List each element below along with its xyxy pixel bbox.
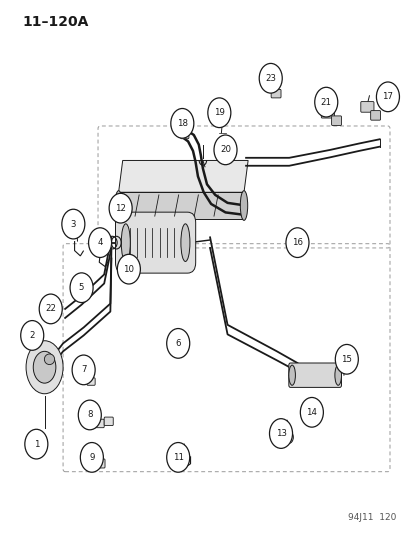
Text: 94J11  120: 94J11 120: [347, 513, 395, 522]
Circle shape: [80, 442, 103, 472]
Circle shape: [109, 193, 132, 223]
Ellipse shape: [334, 365, 341, 385]
Circle shape: [21, 320, 44, 350]
Text: 12: 12: [115, 204, 126, 213]
Text: 22: 22: [45, 304, 56, 313]
Text: 4: 4: [97, 238, 102, 247]
Text: 21: 21: [320, 98, 331, 107]
Circle shape: [72, 355, 95, 385]
FancyBboxPatch shape: [180, 131, 188, 139]
Ellipse shape: [180, 224, 190, 262]
FancyBboxPatch shape: [94, 419, 104, 427]
Circle shape: [88, 228, 112, 257]
Text: 3: 3: [71, 220, 76, 229]
Circle shape: [171, 109, 193, 138]
Circle shape: [70, 273, 93, 303]
Ellipse shape: [82, 284, 91, 292]
Circle shape: [299, 398, 323, 427]
Text: 6: 6: [175, 339, 180, 348]
Circle shape: [166, 442, 189, 472]
Circle shape: [207, 98, 230, 127]
Ellipse shape: [115, 191, 122, 220]
Text: 16: 16: [291, 238, 302, 247]
Circle shape: [39, 294, 62, 324]
FancyBboxPatch shape: [360, 102, 373, 112]
Polygon shape: [118, 192, 243, 219]
Circle shape: [214, 135, 237, 165]
FancyBboxPatch shape: [94, 459, 105, 468]
Text: 9: 9: [89, 453, 94, 462]
Ellipse shape: [288, 365, 295, 385]
FancyBboxPatch shape: [104, 417, 113, 425]
Circle shape: [335, 344, 358, 374]
Text: 19: 19: [214, 108, 224, 117]
Text: 11: 11: [172, 453, 183, 462]
Circle shape: [166, 328, 189, 358]
Text: 15: 15: [340, 355, 351, 364]
Text: 10: 10: [123, 265, 134, 273]
Ellipse shape: [26, 341, 63, 394]
Text: 13: 13: [275, 429, 286, 438]
Circle shape: [259, 63, 282, 93]
Ellipse shape: [44, 354, 55, 365]
Circle shape: [375, 82, 399, 112]
Text: 23: 23: [265, 74, 275, 83]
Text: 11–120A: 11–120A: [22, 14, 88, 29]
FancyBboxPatch shape: [288, 363, 341, 387]
Text: 17: 17: [382, 92, 392, 101]
Ellipse shape: [340, 351, 348, 362]
Text: 20: 20: [219, 146, 230, 155]
Ellipse shape: [121, 224, 130, 262]
FancyBboxPatch shape: [370, 111, 380, 120]
Text: 8: 8: [87, 410, 93, 419]
Ellipse shape: [240, 191, 247, 220]
Circle shape: [314, 87, 337, 117]
Text: 5: 5: [78, 283, 84, 292]
Text: 7: 7: [81, 366, 86, 374]
Circle shape: [269, 419, 292, 448]
FancyBboxPatch shape: [271, 90, 280, 98]
FancyBboxPatch shape: [331, 116, 341, 125]
Circle shape: [283, 431, 293, 443]
Ellipse shape: [33, 351, 56, 383]
Circle shape: [117, 254, 140, 284]
Text: 1: 1: [33, 440, 39, 449]
Circle shape: [285, 228, 308, 257]
Text: 14: 14: [306, 408, 317, 417]
FancyBboxPatch shape: [87, 378, 95, 385]
Polygon shape: [118, 160, 247, 192]
Text: 2: 2: [29, 331, 35, 340]
FancyBboxPatch shape: [115, 212, 195, 273]
FancyBboxPatch shape: [320, 108, 334, 118]
Circle shape: [62, 209, 85, 239]
Circle shape: [78, 400, 101, 430]
Text: 18: 18: [176, 119, 188, 128]
Circle shape: [25, 429, 48, 459]
